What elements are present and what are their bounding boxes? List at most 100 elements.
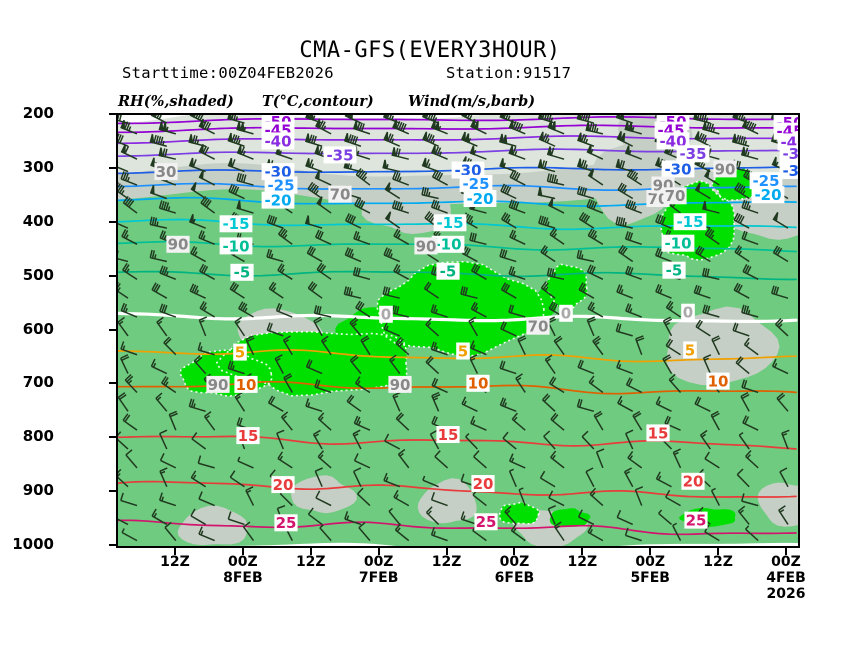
y-tick-mark — [109, 328, 118, 331]
x-tick-mark — [785, 547, 787, 555]
svg-text:20: 20 — [683, 473, 704, 491]
y-tick-mark — [109, 544, 118, 546]
svg-text:-10: -10 — [664, 235, 691, 253]
x-time-label: 00Z — [499, 554, 530, 570]
svg-text:25: 25 — [276, 514, 297, 532]
svg-text:-30: -30 — [454, 161, 481, 179]
svg-text:90: 90 — [715, 160, 736, 178]
svg-text:15: 15 — [238, 427, 259, 445]
page-title: CMA-GFS(EVERY3HOUR) — [299, 38, 561, 63]
x-tick-mark — [513, 547, 516, 555]
x-time-label: 00Z — [635, 554, 666, 570]
x-time-label: 00Z — [228, 554, 258, 570]
svg-text:20: 20 — [273, 476, 294, 494]
svg-text:10: 10 — [708, 373, 729, 391]
y-axis-tick-800: 800 — [22, 427, 54, 446]
svg-text:-20: -20 — [754, 186, 781, 204]
svg-text:20: 20 — [473, 475, 494, 493]
y-tick-mark — [109, 220, 118, 223]
svg-text:-5: -5 — [666, 262, 683, 280]
y-tick-mark — [109, 436, 118, 439]
svg-text:-35: -35 — [782, 145, 798, 163]
y-axis-tick-700: 700 — [22, 373, 54, 392]
svg-text:-10: -10 — [222, 237, 249, 255]
svg-text:15: 15 — [648, 424, 669, 442]
x-tick-mark — [309, 547, 312, 555]
svg-text:-20: -20 — [466, 190, 493, 208]
svg-text:90: 90 — [208, 376, 229, 394]
x-tick-mark — [581, 547, 584, 555]
svg-text:-10: -10 — [434, 236, 461, 254]
svg-text:-5: -5 — [234, 264, 251, 282]
svg-text:25: 25 — [476, 513, 497, 531]
svg-text:90: 90 — [168, 236, 189, 254]
y-axis-tick-400: 400 — [22, 211, 54, 230]
y-axis-tick-600: 600 — [22, 319, 54, 338]
x-axis-tick-1: 00Z 8FEB — [203, 554, 283, 586]
svg-text:-15: -15 — [676, 213, 703, 231]
svg-text:90: 90 — [390, 376, 411, 394]
svg-text:0: 0 — [683, 304, 693, 322]
y-axis-tick-300: 300 — [22, 157, 54, 176]
svg-text:0: 0 — [561, 305, 571, 323]
x-tick-mark — [717, 547, 720, 555]
sounding-cross-section[interactable]: -50-50-50-45-45-45-40-40-40-35-35-35-30-… — [116, 113, 800, 548]
field-canvas: -50-50-50-45-45-45-40-40-40-35-35-35-30-… — [118, 115, 798, 546]
svg-text:5: 5 — [685, 341, 695, 359]
svg-text:25: 25 — [686, 512, 707, 530]
x-day-label: 6FEB — [494, 570, 535, 586]
x-axis-tick-0: 12Z — [135, 554, 215, 570]
x-axis-tick-5: 00Z 6FEB — [474, 554, 554, 586]
svg-text:-15: -15 — [222, 215, 249, 233]
y-axis-tick-900: 900 — [22, 481, 54, 500]
svg-text:-20: -20 — [264, 192, 291, 210]
svg-text:90: 90 — [416, 237, 437, 255]
svg-text:0: 0 — [381, 306, 391, 324]
svg-text:70: 70 — [665, 187, 686, 205]
x-axis-tick-8: 12Z — [678, 554, 758, 570]
svg-text:-30: -30 — [782, 162, 798, 180]
x-axis-tick-2: 12Z — [271, 554, 351, 570]
y-tick-mark — [109, 490, 118, 493]
svg-text:70: 70 — [648, 190, 669, 208]
svg-text:-35: -35 — [326, 146, 353, 164]
y-axis-tick-1000: 1000 — [12, 535, 54, 553]
y-tick-mark — [109, 274, 118, 277]
x-day-label: 8FEB — [223, 570, 263, 586]
svg-text:30: 30 — [156, 163, 177, 181]
x-tick-mark — [445, 547, 448, 555]
svg-text:70: 70 — [528, 318, 549, 336]
y-axis-tick-200: 200 — [22, 104, 54, 122]
x-time-label: 12Z — [703, 554, 733, 570]
x-time-label: 12Z — [567, 554, 598, 570]
x-time-label: 12Z — [160, 554, 190, 570]
svg-text:5: 5 — [458, 342, 468, 360]
svg-text:10: 10 — [236, 376, 257, 394]
svg-text:-25: -25 — [267, 176, 294, 194]
legend-rh: RH(%,shaded) — [118, 93, 234, 110]
x-time-label: 00Z — [771, 554, 801, 570]
svg-text:-35: -35 — [679, 145, 706, 163]
x-axis-tick-6: 12Z — [542, 554, 622, 570]
svg-text:15: 15 — [438, 426, 459, 444]
station-label: Station:91517 — [446, 64, 572, 82]
svg-text:-15: -15 — [436, 214, 463, 232]
y-axis-tick-500: 500 — [22, 265, 54, 284]
svg-text:-5: -5 — [440, 263, 457, 281]
svg-text:-40: -40 — [264, 132, 291, 150]
x-tick-mark — [377, 547, 380, 555]
x-time-label: 12Z — [295, 554, 326, 570]
x-tick-mark — [241, 547, 244, 555]
legend-temperature: T(°C,contour) — [262, 93, 374, 110]
svg-text:5: 5 — [235, 344, 245, 362]
x-day-label: 5FEB — [630, 570, 670, 586]
svg-text:-25: -25 — [752, 172, 779, 190]
legend-wind: Wind(m/s,barb) — [408, 93, 536, 110]
x-axis-tick-9: 00Z 4FEB 2026 — [746, 554, 826, 602]
x-day-label: 4FEB — [766, 570, 806, 586]
y-tick-mark — [109, 382, 118, 385]
x-axis-tick-7: 00Z 5FEB — [610, 554, 690, 586]
svg-text:70: 70 — [330, 186, 351, 204]
y-tick-mark — [109, 113, 118, 115]
